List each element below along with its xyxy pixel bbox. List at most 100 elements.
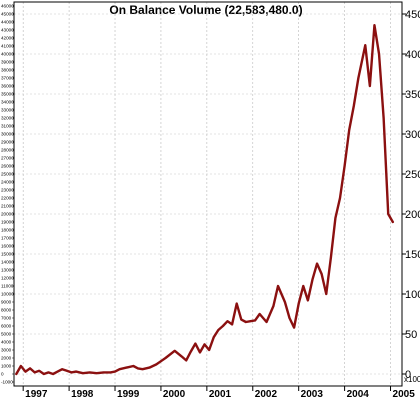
- x-tick-label-2002: 2002: [255, 389, 278, 400]
- left-tick-label-18000: 18000: [1, 228, 14, 233]
- obv-data-point: [189, 350, 192, 353]
- obv-data-point: [293, 326, 295, 329]
- obv-data-point: [132, 365, 135, 367]
- left-tick-label-39000: 39000: [1, 60, 14, 65]
- left-tick-label-14000: 14000: [1, 260, 14, 265]
- right-tick-label-0: 0: [405, 369, 411, 381]
- obv-data-point: [70, 371, 73, 374]
- left-tick-label-27000: 27000: [1, 156, 14, 161]
- left-tick-label-33000: 33000: [1, 108, 14, 113]
- grid-layer: [14, 2, 402, 386]
- obv-data-point: [160, 360, 162, 363]
- obv-data-point: [339, 197, 341, 199]
- obv-data-point: [258, 313, 261, 315]
- left-tick-label-13000: 13000: [1, 268, 14, 273]
- obv-data-point: [52, 373, 54, 375]
- left-tick-label-15000: 15000: [1, 252, 14, 257]
- left-tick-label-20000: 20000: [1, 212, 14, 217]
- left-tick-label-21000: 21000: [1, 204, 14, 209]
- left-tick-label-29000: 29000: [1, 140, 14, 145]
- obv-data-point: [245, 321, 247, 323]
- left-tick-label-22000: 22000: [1, 196, 14, 201]
- left-tick-label-45000: 45000: [1, 12, 14, 17]
- left-tick-label-24000: 24000: [1, 180, 14, 185]
- x-tick-label-1997: 1997: [25, 389, 48, 400]
- x-tick-label-1998: 1998: [71, 389, 94, 400]
- x-tick-label-2001: 2001: [209, 389, 232, 400]
- right-tick-label-150: 150: [405, 249, 420, 261]
- right-axis: 0 50 100 150 200 250 300 350 400 450: [402, 9, 420, 381]
- obv-data-point: [265, 321, 268, 323]
- left-tick-label-34000: 34000: [1, 100, 14, 105]
- obv-data-point: [240, 318, 243, 321]
- obv-data-point: [392, 221, 394, 223]
- right-tick-label-300: 300: [405, 129, 420, 141]
- obv-data-point: [249, 320, 252, 323]
- left-tick-label-26000: 26000: [1, 164, 14, 169]
- left-tick-label-41000: 41000: [1, 44, 14, 49]
- left-tick-label-9000: 9000: [1, 300, 12, 305]
- obv-data-point: [82, 372, 84, 375]
- obv-data-point: [194, 342, 197, 345]
- left-tick-label-7000: 7000: [1, 316, 12, 321]
- obv-data-point: [29, 367, 31, 370]
- obv-data-point: [33, 371, 36, 374]
- obv-data-point: [364, 44, 367, 46]
- obv-data-point: [20, 365, 22, 367]
- obv-data-point: [199, 351, 201, 354]
- left-tick-label-4000: 4000: [1, 340, 12, 345]
- obv-data-point: [272, 305, 275, 307]
- left-tick-label-44000: 44000: [1, 20, 14, 25]
- x-tick-label-1999: 1999: [117, 389, 140, 400]
- obv-data-point: [114, 370, 116, 373]
- obv-data-point: [66, 370, 68, 372]
- right-tick-label-100: 100: [405, 289, 420, 301]
- x-tick-label-2003: 2003: [301, 389, 324, 400]
- obv-data-point: [212, 336, 215, 339]
- x-tick-label-2004: 2004: [347, 389, 370, 400]
- left-tick-label-23000: 23000: [1, 188, 14, 193]
- left-tick-label-32000: 32000: [1, 116, 14, 121]
- plot-frame: [13, 1, 403, 387]
- x-axis: 1997 1998 1999 2000 2001 2002 2003 2004 2005: [22, 386, 415, 400]
- obv-data-point: [316, 262, 318, 265]
- obv-data-point: [235, 302, 238, 305]
- chart-title: On Balance Volume (22,583,480.0): [109, 3, 302, 17]
- obv-data-point: [334, 217, 337, 219]
- right-tick-label-350: 350: [405, 89, 420, 101]
- left-tick-label-42000: 42000: [1, 36, 14, 41]
- obv-data-point: [330, 257, 332, 259]
- obv-data-point: [47, 371, 50, 374]
- right-tick-label-250: 250: [405, 169, 420, 181]
- obv-data-point: [222, 325, 224, 327]
- obv-data-point: [352, 105, 355, 107]
- obv-data-point: [75, 370, 77, 373]
- left-tick-label-8000: 8000: [1, 308, 12, 313]
- obv-data-point: [164, 357, 167, 359]
- left-tick-label-2000: 2000: [1, 356, 12, 361]
- obv-data-point: [109, 371, 112, 374]
- right-axis-unit-label: x100: [404, 375, 420, 384]
- obv-data-point: [348, 129, 351, 131]
- obv-data-point: [141, 368, 144, 371]
- x-tick-label-2000: 2000: [163, 389, 186, 400]
- obv-data-point: [95, 372, 98, 375]
- obv-data-point: [226, 320, 229, 323]
- obv-data-point: [208, 349, 210, 351]
- left-tick-label-17000: 17000: [1, 236, 14, 241]
- left-tick-label-5000: 5000: [1, 332, 12, 337]
- obv-data-point: [302, 285, 305, 287]
- left-tick-label-0: 0: [1, 372, 4, 377]
- obv-data-point: [387, 213, 390, 215]
- left-tick-label-11000: 11000: [1, 284, 14, 289]
- obv-data-point: [155, 363, 158, 366]
- obv-data-point: [38, 370, 41, 372]
- left-tick-label-12000: 12000: [1, 276, 14, 281]
- left-tick-label-37000: 37000: [1, 76, 14, 81]
- obv-data-point: [343, 165, 346, 167]
- obv-data-point: [118, 368, 121, 371]
- left-tick-label-25000: 25000: [1, 172, 14, 177]
- right-tick-label-450: 450: [405, 9, 420, 21]
- left-tick-label-10000: 10000: [1, 292, 14, 297]
